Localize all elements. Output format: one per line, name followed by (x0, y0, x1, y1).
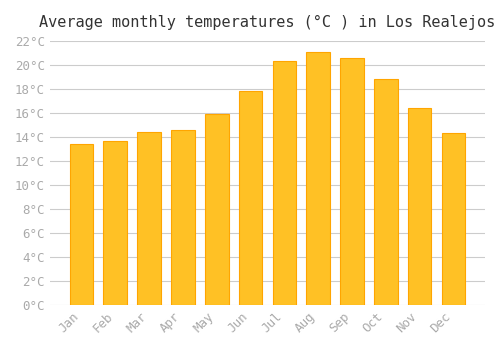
Bar (272, 61, 296, 305)
Bar (306, 52, 330, 305)
Bar (408, 108, 432, 305)
Bar (138, 132, 161, 305)
Title: Average monthly temperatures (°C ) in Los Realejos: Average monthly temperatures (°C ) in Lo… (40, 15, 496, 30)
Bar (70, 144, 94, 305)
Bar (374, 79, 398, 305)
Bar (238, 91, 262, 305)
Bar (104, 141, 127, 305)
Bar (205, 114, 229, 305)
Bar (442, 133, 465, 305)
Bar (340, 58, 364, 305)
Bar (171, 130, 194, 305)
